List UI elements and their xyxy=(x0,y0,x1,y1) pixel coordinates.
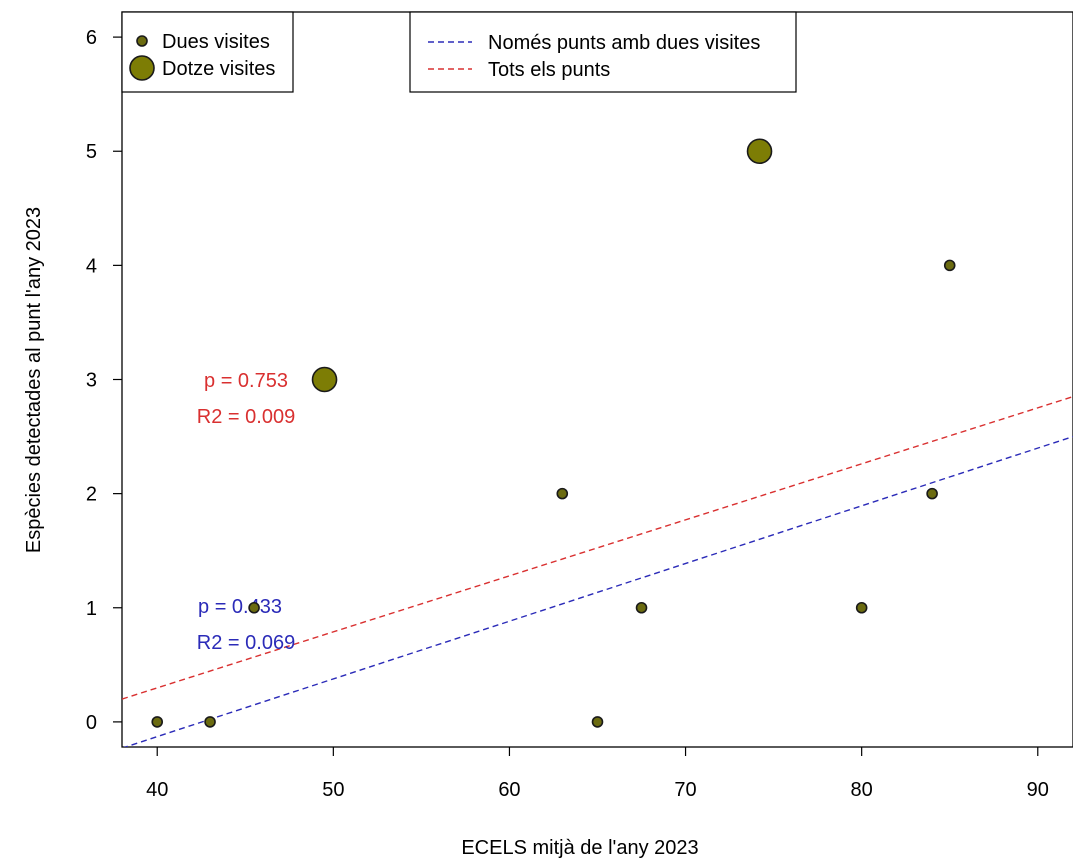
y-tick-label: 2 xyxy=(86,484,97,506)
x-tick-label: 80 xyxy=(851,779,873,801)
data-point-two-visits xyxy=(556,487,569,500)
x-tick-label: 70 xyxy=(674,779,696,801)
p-value-label: p = 0.753 xyxy=(204,370,288,392)
x-tick-label: 60 xyxy=(498,779,520,801)
data-point-twelve-visits xyxy=(311,366,338,393)
r2-label: R2 = 0.069 xyxy=(197,632,295,654)
regression-line-two-visits xyxy=(123,435,1073,747)
y-tick-label: 3 xyxy=(86,370,97,392)
legend-marker-label: Dues visites xyxy=(162,31,270,53)
x-tick-label: 40 xyxy=(146,779,168,801)
x-tick-label: 90 xyxy=(1027,779,1049,801)
data-point-two-visits xyxy=(591,716,604,728)
data-point-two-visits xyxy=(151,716,164,728)
legend-lines-box xyxy=(409,11,797,93)
data-point-two-visits xyxy=(248,601,260,614)
data-point-two-visits xyxy=(943,259,956,272)
data-point-two-visits xyxy=(926,487,938,500)
legends: Dues visites Dotze visites Només punts amb… xyxy=(121,11,797,93)
y-tick-label: 1 xyxy=(86,598,97,620)
r2-label: R2 = 0.009 xyxy=(197,406,295,428)
legend-markers-box xyxy=(121,11,294,93)
annotation-group-all-points: p = 0.753 R2 = 0.009 xyxy=(197,370,295,428)
data-point-two-visits xyxy=(635,601,648,614)
y-tick-label: 5 xyxy=(86,141,97,163)
y-tick-label: 6 xyxy=(86,27,97,49)
x-axis-label: ECELS mitjà de l'any 2023 xyxy=(461,837,698,859)
legend-line-label: Només punts amb dues visites xyxy=(488,32,760,54)
y-tick-label: 0 xyxy=(86,712,97,734)
legend-marker-symbol xyxy=(129,55,155,81)
annotation-group-two-visits: p = 0.433 R2 = 0.069 xyxy=(197,596,295,654)
legend-marker-label: Dotze visites xyxy=(162,58,275,80)
legend-marker-symbol xyxy=(136,35,148,47)
p-value-label: p = 0.433 xyxy=(198,596,282,618)
y-tick-label: 4 xyxy=(86,255,97,277)
plot-area: p = 0.433 R2 = 0.069 p = 0.753 R2 = 0.009 xyxy=(121,11,1073,748)
regression-line-all-points xyxy=(122,395,1073,700)
data-point-twelve-visits xyxy=(746,138,773,165)
y-axis-label: Espècies detectades al punt l'any 2023 xyxy=(23,207,45,553)
axes: 40 50 60 70 80 90 0 1 2 3 4 5 6 xyxy=(86,27,1049,801)
x-tick-label: 50 xyxy=(322,779,344,801)
data-point-two-visits xyxy=(204,716,216,728)
data-point-two-visits xyxy=(855,601,868,614)
legend-line-label: Tots els punts xyxy=(488,59,610,81)
